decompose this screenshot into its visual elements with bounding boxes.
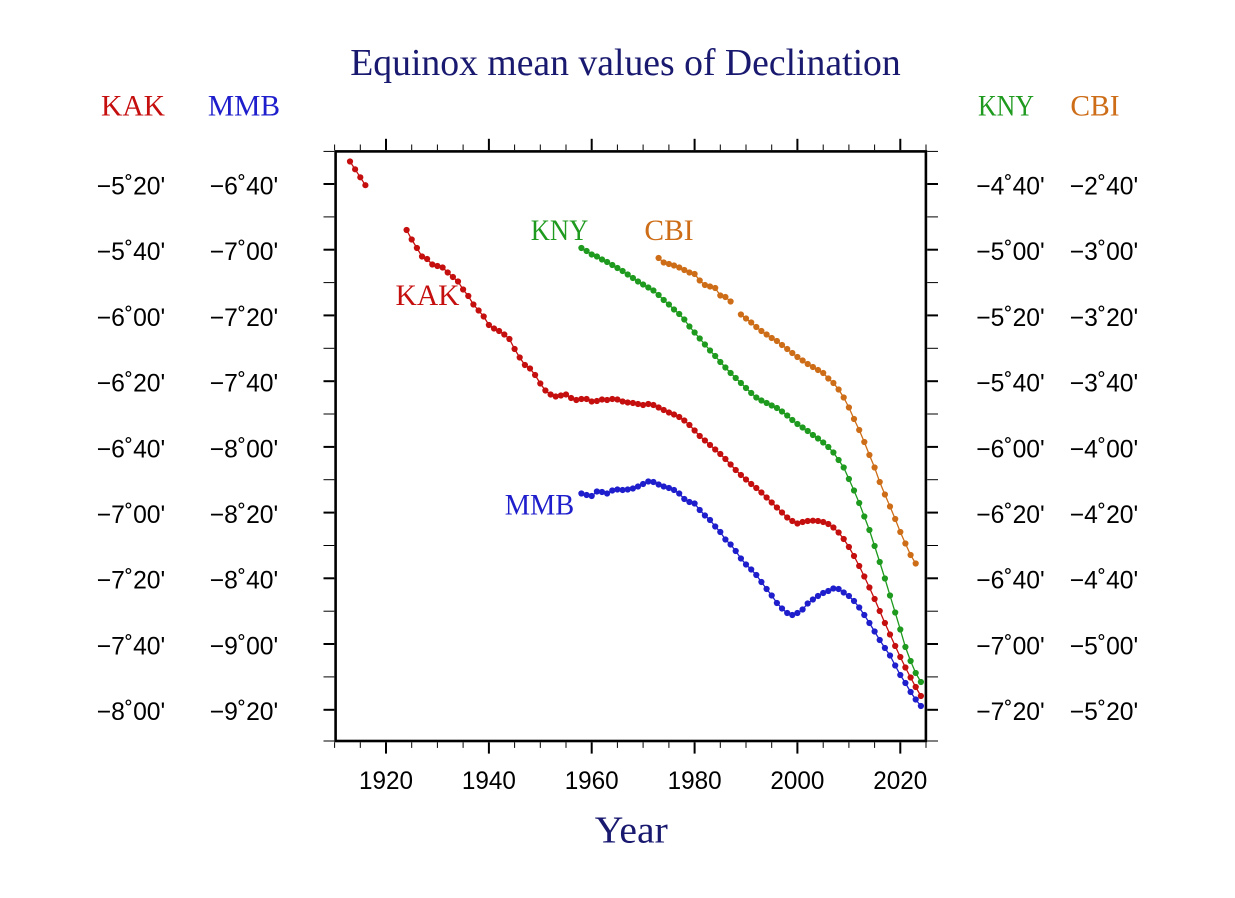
- svg-text:−7˚20': −7˚20': [210, 304, 279, 332]
- svg-text:−6˚20': −6˚20': [976, 501, 1045, 529]
- svg-text:−3˚40': −3˚40': [1070, 370, 1139, 398]
- svg-text:CBI: CBI: [1070, 91, 1119, 123]
- svg-text:−8˚40': −8˚40': [210, 567, 279, 595]
- svg-text:KAK: KAK: [396, 280, 460, 312]
- svg-text:−6˚00': −6˚00': [97, 304, 166, 332]
- svg-text:−6˚00': −6˚00': [976, 435, 1045, 463]
- svg-text:−8˚20': −8˚20': [210, 501, 279, 529]
- svg-text:1980: 1980: [668, 767, 722, 795]
- svg-text:Year: Year: [595, 810, 668, 852]
- svg-text:−4˚40': −4˚40': [1070, 567, 1139, 595]
- svg-text:−4˚20': −4˚20': [1070, 501, 1139, 529]
- svg-text:−7˚00': −7˚00': [97, 501, 166, 529]
- svg-text:2000: 2000: [770, 767, 824, 795]
- svg-text:−3˚20': −3˚20': [1070, 304, 1139, 332]
- svg-text:KAK: KAK: [101, 91, 165, 123]
- svg-text:1940: 1940: [462, 767, 516, 795]
- svg-text:−5˚20': −5˚20': [97, 172, 166, 200]
- svg-text:−7˚00': −7˚00': [210, 238, 279, 266]
- svg-text:−7˚00': −7˚00': [976, 632, 1045, 660]
- svg-text:−7˚40': −7˚40': [97, 632, 166, 660]
- svg-text:−5˚00': −5˚00': [976, 238, 1045, 266]
- svg-text:−5˚20': −5˚20': [976, 304, 1045, 332]
- svg-text:MMB: MMB: [505, 490, 575, 522]
- svg-text:−8˚00': −8˚00': [97, 698, 166, 726]
- svg-text:CBI: CBI: [644, 215, 693, 247]
- svg-text:MMB: MMB: [208, 91, 280, 123]
- svg-text:−5˚40': −5˚40': [976, 370, 1045, 398]
- svg-text:−9˚00': −9˚00': [210, 632, 279, 660]
- svg-text:−5˚40': −5˚40': [97, 238, 166, 266]
- svg-text:−5˚20': −5˚20': [1070, 698, 1139, 726]
- svg-text:−6˚40': −6˚40': [210, 172, 279, 200]
- svg-text:−7˚40': −7˚40': [210, 370, 279, 398]
- svg-text:−4˚40': −4˚40': [976, 172, 1045, 200]
- svg-text:−9˚20': −9˚20': [210, 698, 279, 726]
- svg-text:−6˚20': −6˚20': [97, 370, 166, 398]
- svg-text:Equinox mean values of Declina: Equinox mean values of Declination: [350, 42, 901, 84]
- svg-text:1960: 1960: [565, 767, 619, 795]
- svg-text:1920: 1920: [359, 767, 413, 795]
- svg-text:−6˚40': −6˚40': [97, 435, 166, 463]
- svg-text:−8˚00': −8˚00': [210, 435, 279, 463]
- svg-text:−4˚00': −4˚00': [1070, 435, 1139, 463]
- svg-text:−5˚00': −5˚00': [1070, 632, 1139, 660]
- svg-text:2020: 2020: [873, 767, 927, 795]
- svg-text:−2˚40': −2˚40': [1070, 172, 1139, 200]
- svg-text:−7˚20': −7˚20': [97, 567, 166, 595]
- svg-text:KNY: KNY: [531, 215, 589, 247]
- svg-text:−6˚40': −6˚40': [976, 567, 1045, 595]
- svg-text:KNY: KNY: [978, 91, 1034, 123]
- svg-text:−3˚00': −3˚00': [1070, 238, 1139, 266]
- svg-text:−7˚20': −7˚20': [976, 698, 1045, 726]
